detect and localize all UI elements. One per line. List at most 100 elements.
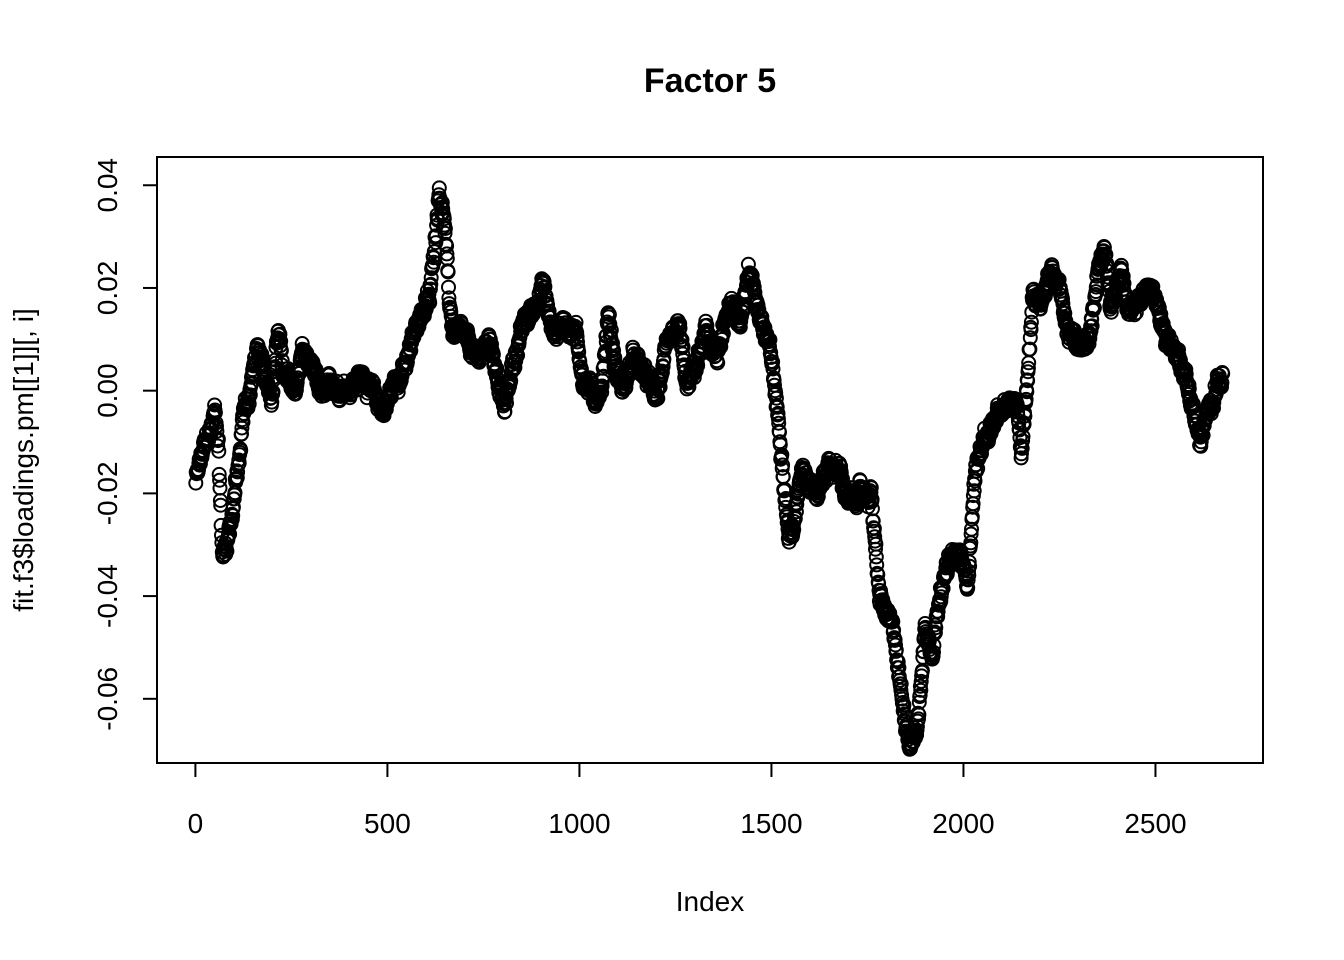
y-tick-label: 0.04 [92,158,123,213]
data-point [1215,366,1231,381]
data-point [264,394,280,410]
data-point [207,397,223,413]
data-point [1022,341,1038,357]
x-axis-label: Index [676,886,745,917]
y-axis: -0.06 -0.04 -0.02 0.00 0.02 0.04 [92,158,158,731]
data-point [212,472,228,488]
data-point [209,423,225,439]
data-point [868,541,883,557]
data-point [674,332,690,348]
data-point [1195,427,1211,443]
chart-title: Factor 5 [644,62,776,100]
data-point [1096,240,1112,255]
data-point [422,281,438,297]
data-point [440,264,456,280]
data-point [762,339,777,355]
data-point [441,279,456,295]
data-point [896,697,912,713]
data-point [273,343,289,358]
data-point [273,333,289,349]
data-point [870,567,886,583]
y-tick-label: -0.04 [92,564,123,628]
x-tick-label: 500 [364,808,411,839]
data-point [594,378,610,394]
data-point [650,390,666,406]
x-axis: 0 500 1000 1500 2000 2500 [188,762,1187,839]
data-point [225,508,241,524]
data-point [770,405,786,421]
data-point [212,480,228,496]
data-point [1014,440,1030,456]
data-point [962,558,978,574]
data-point [568,314,584,330]
data-point [863,485,879,501]
data-point [1019,384,1035,400]
data-point [864,491,880,507]
data-point [443,304,459,320]
data-point [868,549,884,565]
y-axis-label: fit.f3$loadings.pm[[1]][, i] [8,308,39,612]
data-point [1193,438,1209,454]
data-point [594,384,610,400]
y-tick-label: -0.02 [92,461,123,525]
data-point [211,443,227,459]
data-point [272,326,288,342]
data-point [241,396,257,412]
data-point [789,497,805,512]
data-point [1214,375,1230,391]
y-tick-label: 0.02 [92,261,123,316]
data-point [863,480,879,496]
data-point [437,221,453,236]
data-point [928,620,944,636]
data-point [963,526,979,542]
data-point [775,457,791,473]
data-point [441,290,457,306]
data-point [888,637,903,653]
data-point [771,415,787,431]
data-point [423,276,439,292]
data-point [428,235,444,251]
data-point [436,211,452,227]
y-tick-label: -0.06 [92,667,123,731]
data-point [913,673,929,689]
data-point [1022,330,1038,346]
data-point [913,682,929,698]
data-point [233,442,249,458]
data-point [439,246,455,262]
data-point [1016,416,1032,432]
data-point [765,354,781,370]
data-point [601,307,617,323]
data-point [1084,318,1100,334]
data-point [1171,342,1186,358]
data-point [732,319,748,335]
x-tick-label: 2500 [1124,808,1186,839]
data-point [570,334,585,350]
data-point [485,347,501,363]
data-point [886,622,902,638]
y-tick-label: 0.00 [92,363,123,418]
data-point [865,513,881,529]
data-point [1023,314,1039,330]
data-point [765,361,781,377]
data-point [926,644,941,660]
data-point [655,359,671,375]
data-point [927,625,943,641]
data-point [1023,322,1039,338]
data-point [484,336,499,352]
data-point [431,180,447,196]
data-point [890,654,906,670]
data-point [426,254,442,270]
data-point [885,614,901,630]
data-point [1020,360,1036,376]
data-point [1018,391,1034,407]
data-point [887,632,903,648]
data-point [428,228,444,244]
data-point [769,399,785,415]
data-points [188,180,1231,757]
data-point [1178,362,1194,377]
x-tick-label: 1000 [548,808,610,839]
data-point [893,676,909,692]
x-tick-label: 2000 [932,808,994,839]
data-point [1186,397,1201,413]
